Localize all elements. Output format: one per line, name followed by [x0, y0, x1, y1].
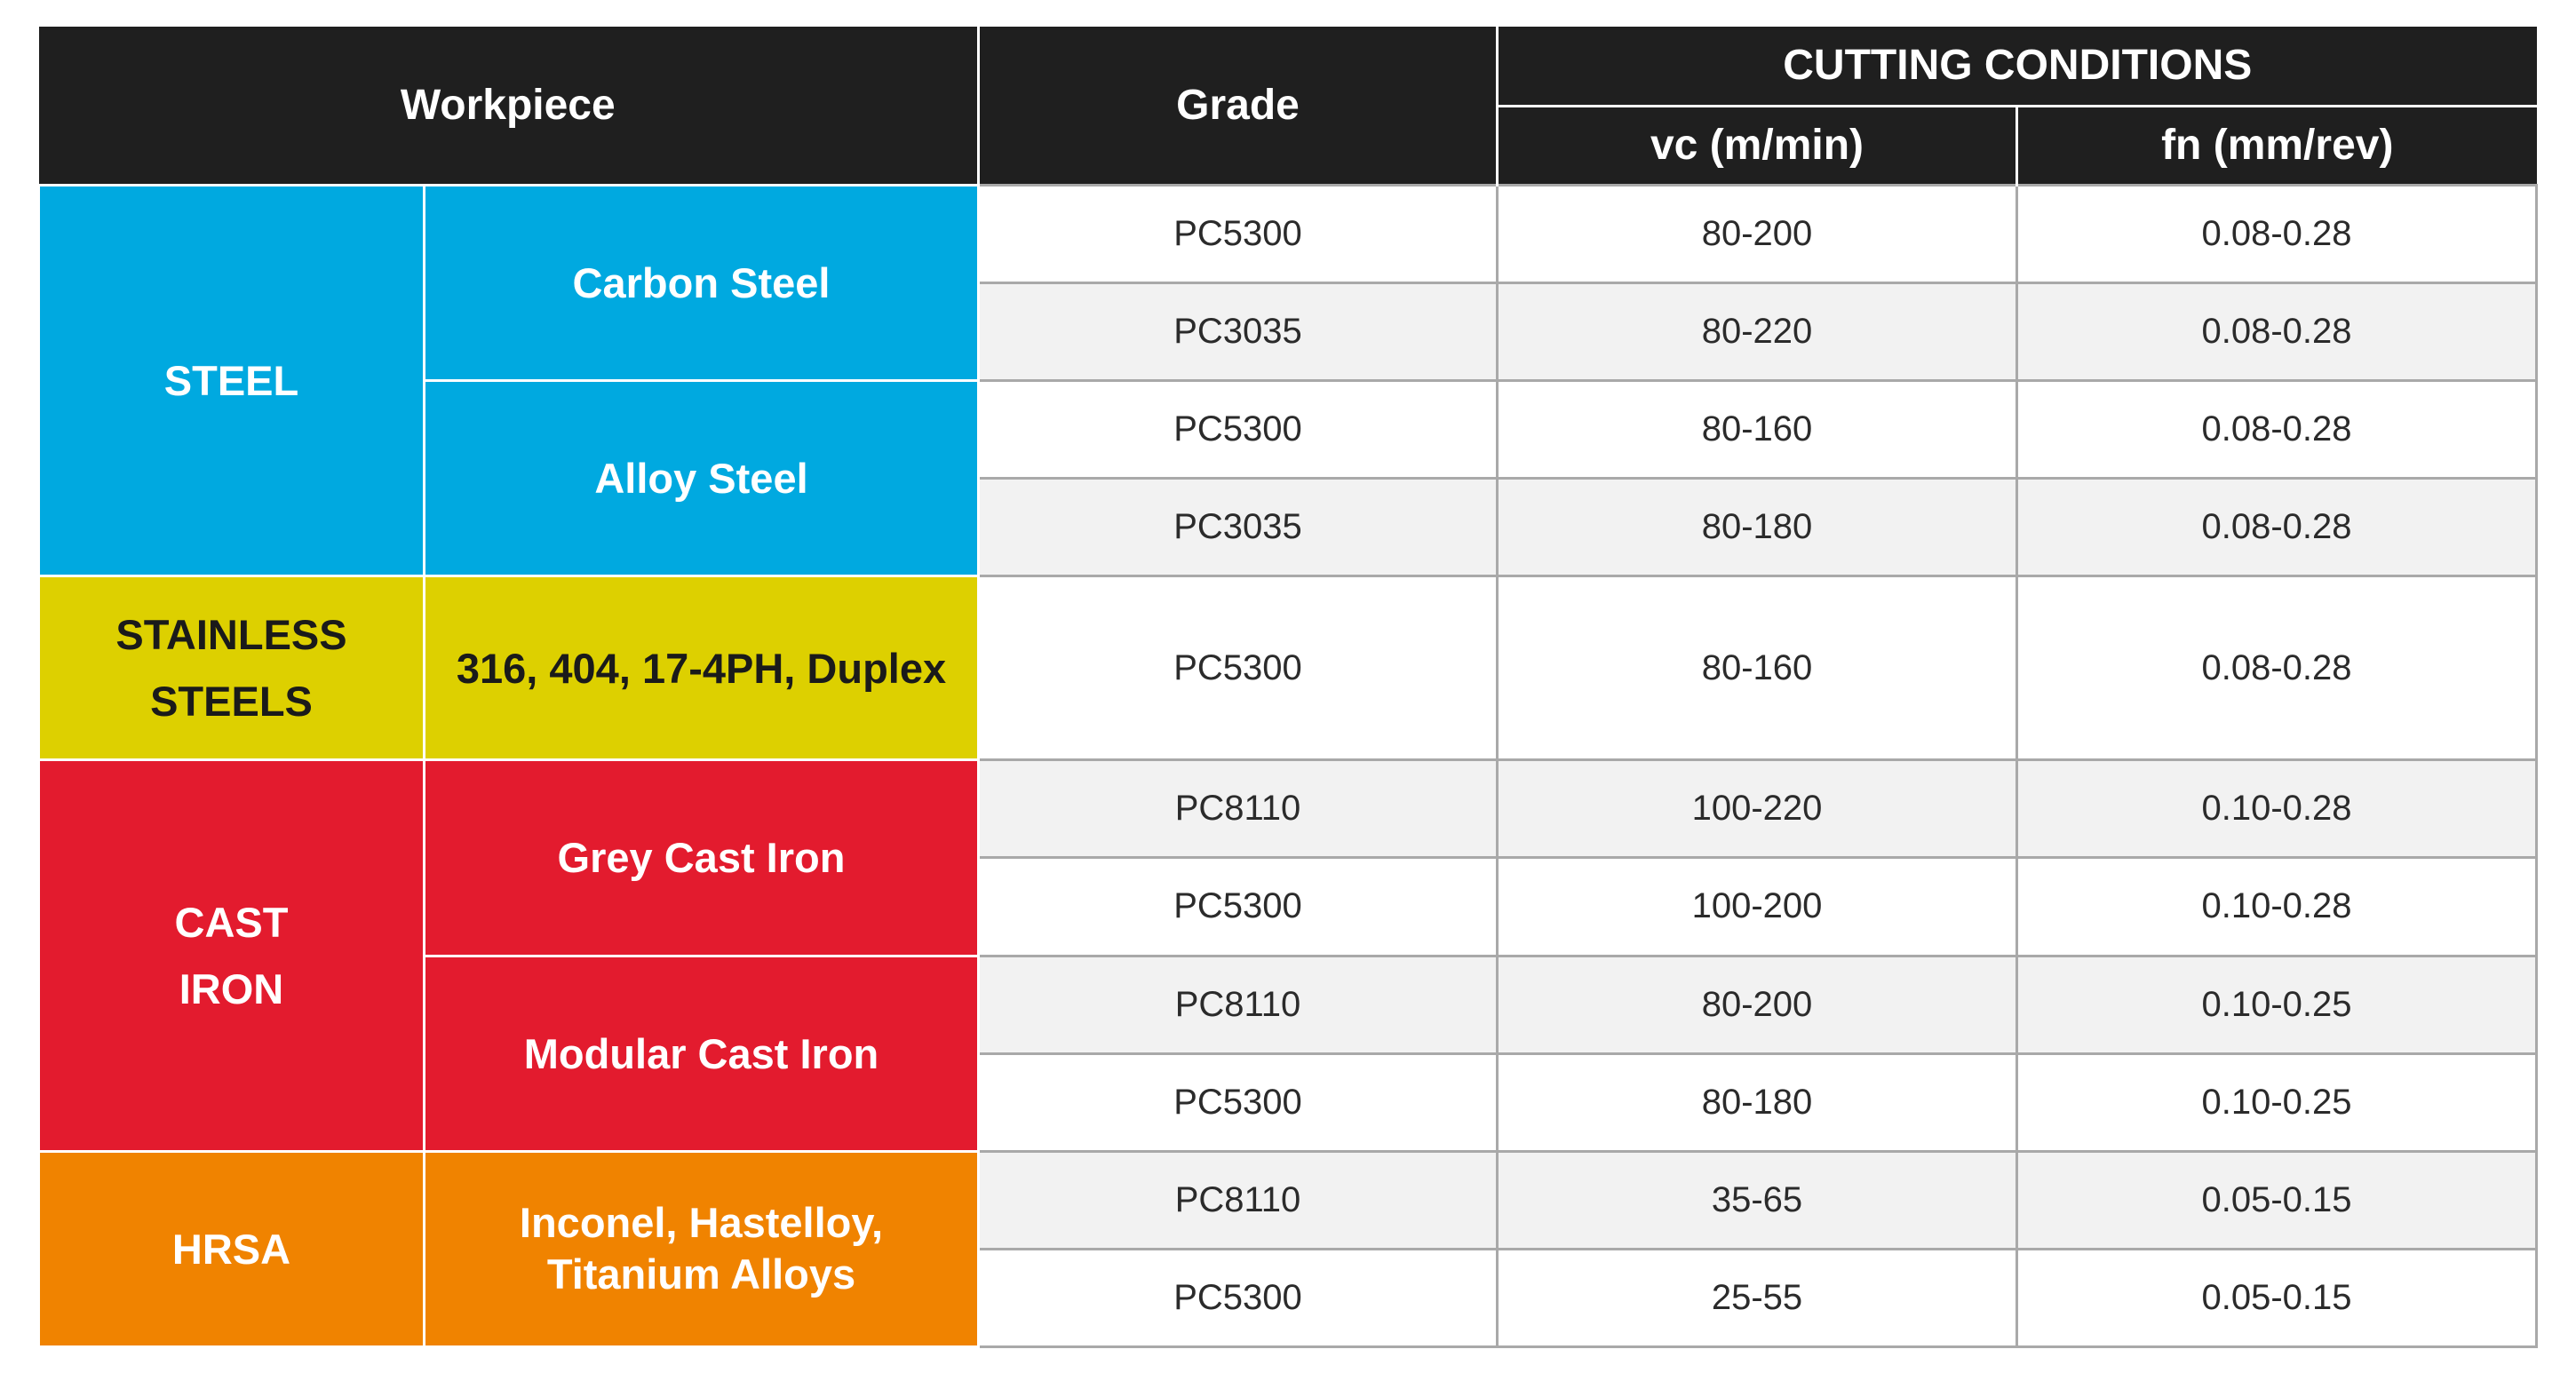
fn-cell: 0.08-0.28 — [2015, 281, 2539, 382]
table-row: PC3035 80-220 0.08-0.28 — [39, 281, 2539, 382]
grade-cell: PC5300 — [977, 575, 1499, 762]
grade-cell: PC8110 — [977, 954, 1499, 1055]
grade-cell: PC3035 — [977, 476, 1499, 578]
fn-cell: 0.08-0.28 — [2015, 378, 2539, 480]
group-name-line: IRON — [179, 965, 284, 1013]
material-inconel-hastelloy-titanium: Inconel, Hastelloy, Titanium Alloys — [423, 1149, 980, 1349]
grade-cell: PC3035 — [977, 281, 1499, 382]
grade-cell: PC5300 — [977, 378, 1499, 480]
vc-cell: 80-180 — [1496, 476, 2018, 578]
vc-cell: 80-200 — [1496, 183, 2018, 284]
material-modular-cast-iron: Modular Cast Iron — [423, 954, 980, 1153]
material-stainless-grades: 316, 404, 17-4PH, Duplex — [423, 575, 980, 762]
grade-cell: PC5300 — [977, 1247, 1499, 1349]
header-grade: Grade — [978, 27, 1499, 186]
fn-cell: 0.10-0.28 — [2015, 856, 2539, 957]
grade-cell: PC5300 — [977, 856, 1499, 957]
table-row: STAINLESS STEELS 316, 404, 17-4PH, Duple… — [37, 575, 2539, 762]
header-vc: vc (m/min) — [1497, 104, 2018, 186]
vc-cell: 25-55 — [1496, 1247, 2018, 1349]
header-cutting-conditions: CUTTING CONDITIONS — [1497, 27, 2537, 107]
vc-cell: 100-220 — [1496, 758, 2018, 860]
group-name-line: STEELS — [150, 678, 313, 726]
fn-cell: 0.08-0.28 — [2015, 575, 2539, 762]
vc-cell: 80-160 — [1496, 378, 2018, 480]
table-row: HRSA Inconel, Hastelloy, Titanium Alloys… — [37, 1149, 2539, 1349]
fn-cell: 0.08-0.28 — [2015, 183, 2539, 284]
fn-cell: 0.05-0.15 — [2015, 1149, 2539, 1250]
vc-cell: 35-65 — [1496, 1149, 2018, 1250]
material-name-line: Titanium Alloys — [546, 1250, 856, 1298]
group-stainless-steels: STAINLESS STEELS — [37, 575, 425, 762]
grade-cell: PC5300 — [977, 183, 1499, 284]
table-row: PC5300 100-200 0.10-0.28 — [39, 856, 2539, 957]
table-row: STEEL Carbon Steel PC5300 80-200 0.08-0.… — [37, 183, 2539, 578]
material-grey-cast-iron: Grey Cast Iron — [423, 758, 980, 957]
table-row: PC5300 25-55 0.05-0.15 — [39, 1247, 2539, 1349]
table-row: Modular Cast Iron PC8110 80-200 0.10-0.2… — [39, 954, 2539, 1153]
grade-cell: PC5300 — [977, 1052, 1499, 1153]
header-fn: fn (mm/rev) — [2016, 104, 2537, 186]
group-name-line: STAINLESS — [115, 611, 347, 658]
table-row: CAST IRON Grey Cast Iron PC8110 100-220 … — [37, 758, 2539, 1153]
group-hrsa: HRSA — [37, 1149, 425, 1349]
group-name-line: CAST — [174, 898, 289, 946]
fn-cell: 0.10-0.28 — [2015, 758, 2539, 860]
vc-cell: 80-220 — [1496, 281, 2018, 382]
material-name-line: Inconel, Hastelloy, — [519, 1198, 884, 1246]
vc-cell: 80-160 — [1496, 575, 2018, 762]
cutting-conditions-table: Workpiece Grade CUTTING CONDITIONS vc (m… — [37, 27, 2539, 1349]
material-alloy-steel: Alloy Steel — [423, 378, 980, 578]
table-row: PC3035 80-180 0.08-0.28 — [39, 476, 2539, 578]
fn-cell: 0.10-0.25 — [2015, 954, 2539, 1055]
vc-cell: 80-200 — [1496, 954, 2018, 1055]
fn-cell: 0.08-0.28 — [2015, 476, 2539, 578]
table-row: Alloy Steel PC5300 80-160 0.08-0.28 — [39, 378, 2539, 578]
table-row: PC5300 80-180 0.10-0.25 — [39, 1052, 2539, 1153]
vc-cell: 80-180 — [1496, 1052, 2018, 1153]
header-workpiece: Workpiece — [38, 27, 980, 186]
group-cast-iron: CAST IRON — [37, 758, 425, 1153]
fn-cell: 0.05-0.15 — [2015, 1247, 2539, 1349]
group-steel: STEEL — [37, 183, 425, 578]
material-carbon-steel: Carbon Steel — [423, 183, 980, 382]
grade-cell: PC8110 — [977, 1149, 1499, 1250]
fn-cell: 0.10-0.25 — [2015, 1052, 2539, 1153]
grade-cell: PC8110 — [977, 758, 1499, 860]
vc-cell: 100-200 — [1496, 856, 2018, 957]
